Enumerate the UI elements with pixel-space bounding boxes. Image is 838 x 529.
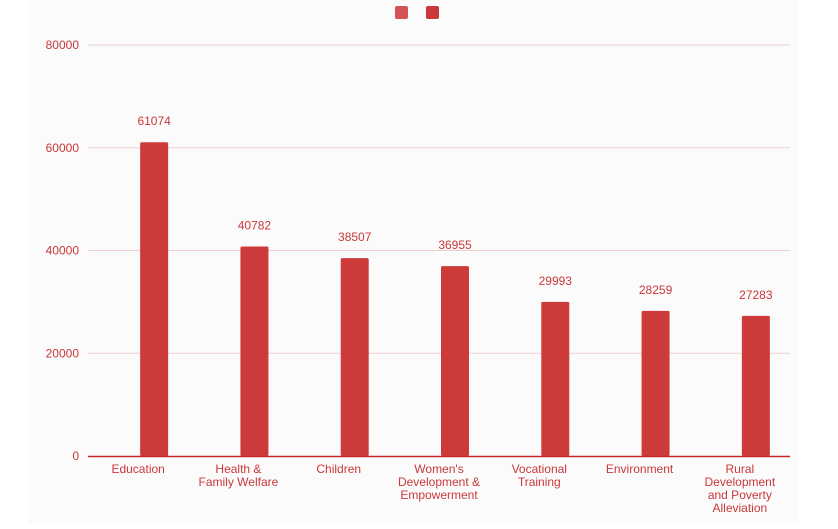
bar [441,266,469,456]
bar [541,301,570,456]
data-label: 29993 [539,274,573,288]
y-tick-label: 40000 [46,244,80,258]
category-label: Health & Family Welfare [199,462,279,489]
category-label: Environment [606,462,674,476]
data-label: 28259 [639,283,673,297]
data-label: 38507 [338,230,372,244]
data-label: 40782 [238,218,272,232]
data-label: 61074 [137,114,171,128]
category-label: Vocational Training [512,462,567,489]
y-tick-label: 80000 [46,38,80,52]
legend-swatch-1 [395,6,408,19]
bar [641,310,670,456]
legend-swatch-2 [426,6,439,19]
category-label: Education [111,462,164,476]
category-label: Children [316,462,361,476]
bar [240,246,269,456]
bar [741,315,770,456]
y-tick-label: 0 [72,449,79,463]
data-label: 36955 [438,238,472,252]
data-label: 27283 [739,288,773,302]
category-label: Women's Development & Empowerment [398,462,480,502]
y-tick-label: 60000 [46,141,80,155]
bar [340,258,369,456]
bar [140,142,169,456]
category-label: Rural Development and Poverty Alleviation [704,462,775,515]
y-tick-label: 20000 [46,346,80,360]
